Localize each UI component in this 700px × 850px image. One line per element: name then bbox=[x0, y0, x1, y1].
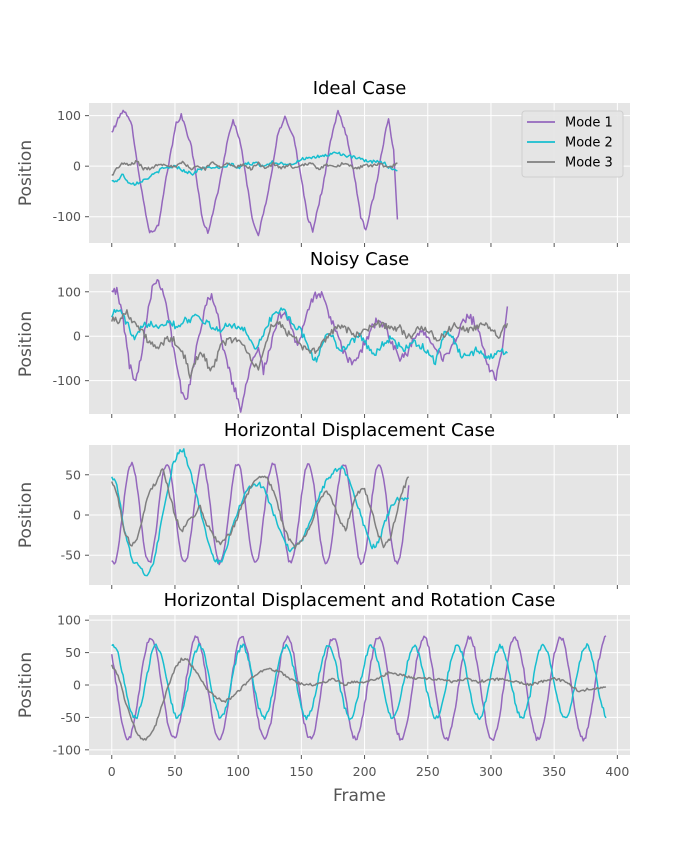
y-tick-label: -100 bbox=[53, 742, 81, 757]
y-tick-label: 100 bbox=[57, 613, 81, 628]
series-line-mode-3 bbox=[111, 657, 607, 741]
x-tick-label: 100 bbox=[226, 764, 250, 779]
x-tick-label: 0 bbox=[108, 764, 116, 779]
y-axis-label: Position bbox=[16, 652, 36, 718]
legend-label-mode-2: Mode 2 bbox=[565, 136, 613, 151]
series-line-mode-1 bbox=[111, 461, 410, 566]
y-tick-label: 100 bbox=[57, 108, 81, 123]
x-tick-label: 150 bbox=[289, 764, 313, 779]
series-line-mode-1 bbox=[111, 279, 509, 413]
y-tick-label: -100 bbox=[53, 373, 81, 388]
y-tick-label: -50 bbox=[61, 710, 81, 725]
x-tick-label: 350 bbox=[542, 764, 566, 779]
y-axis-label: Position bbox=[16, 140, 36, 206]
series-line-mode-1 bbox=[111, 635, 607, 742]
subplot-2: -100 0 100 Noisy Case Position bbox=[16, 249, 630, 418]
legend-box bbox=[521, 110, 624, 178]
legend-label-mode-3: Mode 3 bbox=[565, 156, 613, 171]
subplot-4: 0 50 100 150 200 250 300 350 400 -100 -50 0 50 100 Hor… bbox=[16, 590, 630, 806]
subplot-3: -50 0 50 Horizontal Displacement Case Positi… bbox=[16, 420, 630, 589]
y-tick-label: -50 bbox=[61, 548, 81, 563]
y-tick-label: 0 bbox=[73, 329, 81, 344]
x-axis-label: Frame bbox=[333, 786, 386, 806]
series-line-mode-2 bbox=[111, 151, 398, 186]
series-line-mode-3 bbox=[111, 159, 398, 176]
y-axis-label: Position bbox=[16, 311, 36, 377]
series-line-mode-1 bbox=[111, 109, 399, 237]
subplot-title: Ideal Case bbox=[313, 78, 407, 99]
subplot-title: Horizontal Displacement Case bbox=[224, 420, 495, 441]
y-tick-label: 50 bbox=[65, 467, 81, 482]
y-tick-label: 100 bbox=[57, 284, 81, 299]
series-line-mode-3 bbox=[111, 309, 509, 379]
x-tick-label: 300 bbox=[479, 764, 503, 779]
plot-area bbox=[89, 274, 630, 414]
legend: Mode 1 Mode 2 Mode 3 bbox=[521, 110, 624, 178]
series-line-mode-2 bbox=[111, 642, 607, 721]
y-tick-label: 0 bbox=[73, 159, 81, 174]
y-tick-label: 0 bbox=[73, 508, 81, 523]
legend-label-mode-1: Mode 1 bbox=[565, 116, 613, 131]
x-tick-label: 400 bbox=[605, 764, 629, 779]
subplot-title: Horizontal Displacement and Rotation Cas… bbox=[164, 590, 556, 611]
subplot-title: Noisy Case bbox=[310, 249, 409, 270]
y-tick-label: 50 bbox=[65, 645, 81, 660]
x-tick-label: 50 bbox=[167, 764, 183, 779]
y-axis-label: Position bbox=[16, 482, 36, 548]
y-tick-label: 0 bbox=[73, 678, 81, 693]
series-line-mode-2 bbox=[111, 448, 410, 577]
x-tick-label: 200 bbox=[353, 764, 377, 779]
y-tick-label: -100 bbox=[53, 209, 81, 224]
series-line-mode-3 bbox=[111, 468, 410, 550]
x-tick-label: 250 bbox=[416, 764, 440, 779]
